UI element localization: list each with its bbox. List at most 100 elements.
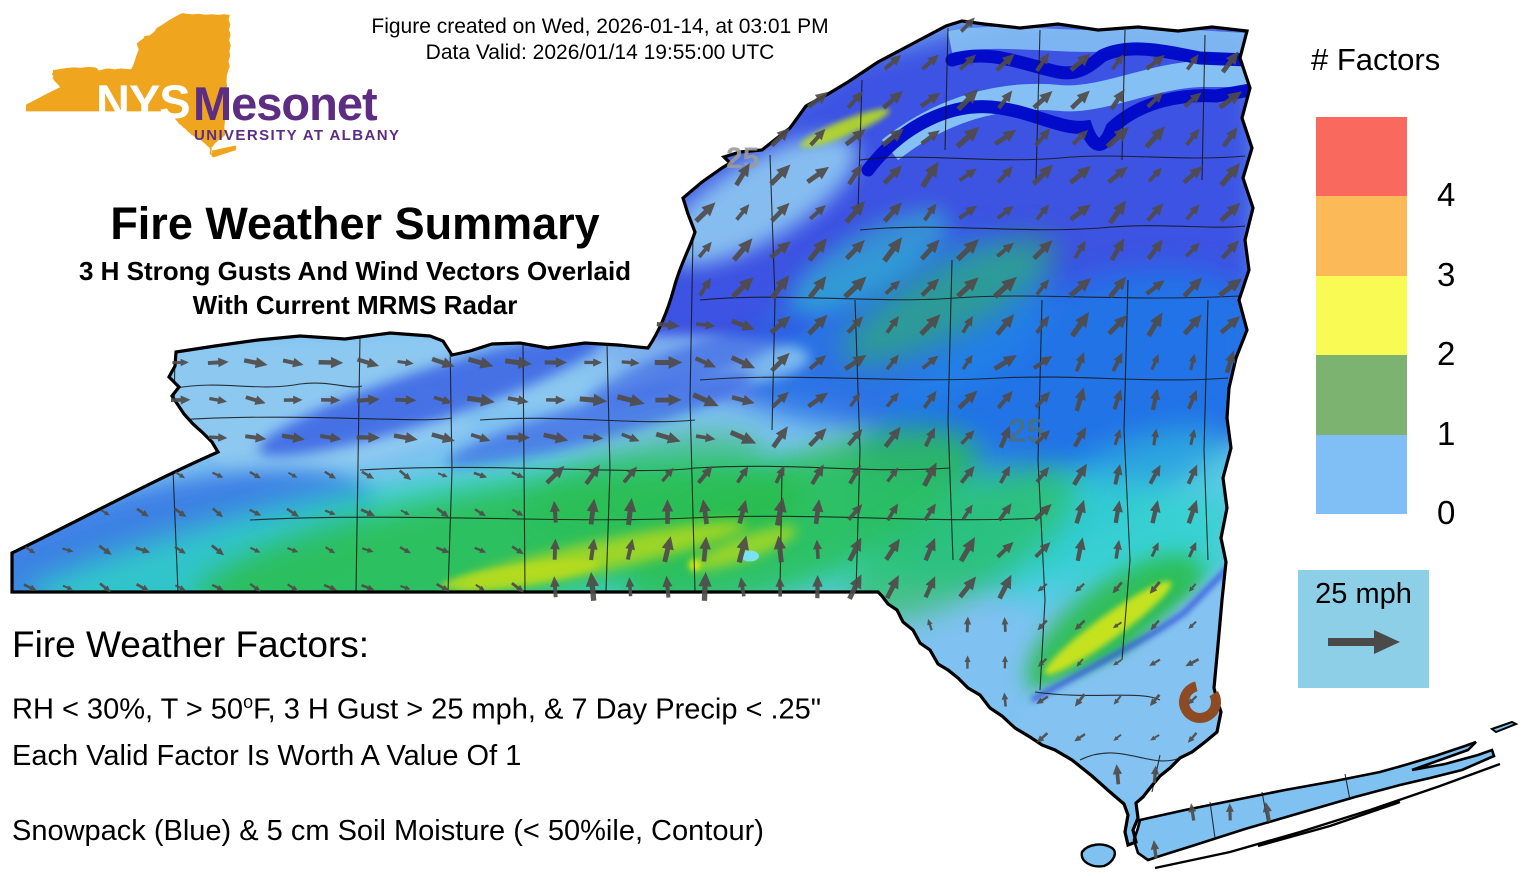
- wind-arrow: [1074, 693, 1086, 707]
- wind-arrow: [955, 126, 980, 149]
- wind-arrow: [1185, 54, 1199, 71]
- wind-arrow: [583, 432, 604, 443]
- wind-arrow: [504, 356, 532, 369]
- wind-arrow: [694, 356, 716, 368]
- wind-arrow: [550, 576, 560, 598]
- wind-arrow: [1182, 166, 1203, 185]
- wind-arrow: [882, 237, 903, 263]
- wind-arrow: [1109, 89, 1125, 111]
- wind-arrow: [244, 432, 267, 443]
- wind-arrow: [1112, 764, 1123, 785]
- overlay-note: Snowpack (Blue) & 5 cm Soil Moisture (< …: [12, 815, 764, 847]
- wind-arrow: [1182, 314, 1202, 336]
- wind-arrow: [885, 354, 899, 371]
- wind-arrow: [1113, 428, 1122, 446]
- factor-value-note: Each Valid Factor Is Worth A Value Of 1: [12, 740, 522, 772]
- soil-moisture-contour-ring: [1179, 681, 1221, 723]
- wind-arrow: [773, 497, 787, 526]
- wind-arrow: [283, 395, 303, 405]
- wind-arrow: [958, 576, 977, 599]
- wind-arrow: [886, 503, 899, 522]
- wind-arrow: [884, 538, 900, 561]
- wind-arrow: [847, 428, 863, 447]
- wind-arrow: [883, 54, 902, 71]
- wind-arrow: [1219, 316, 1241, 335]
- wind-arrow: [1226, 803, 1234, 821]
- wind-arrow: [1035, 52, 1050, 72]
- wind-arrow: [809, 128, 826, 147]
- wind-arrow: [586, 498, 599, 525]
- wind-arrow: [243, 357, 268, 369]
- legend-swatch-2: [1316, 275, 1407, 356]
- wind-arrow: [211, 583, 224, 591]
- wind-arrow: [287, 471, 298, 478]
- wind-arrow: [1188, 353, 1197, 371]
- wind-arrow: [584, 358, 603, 367]
- wind-arrow: [998, 465, 1011, 484]
- wind-arrow: [1113, 733, 1122, 741]
- wind-arrow: [1218, 91, 1242, 110]
- wind-arrow: [1069, 53, 1091, 72]
- wind-arrow: [579, 393, 608, 407]
- wind-arrow: [731, 318, 755, 331]
- wind-arrow: [1187, 389, 1198, 410]
- wind-arrow: [735, 204, 750, 221]
- wind-arrow: [1151, 428, 1159, 446]
- wind-arrow: [1105, 126, 1130, 149]
- hudson-valley-factor0-area: [995, 560, 1240, 803]
- wind-arrow: [957, 390, 978, 410]
- wind-arrow: [846, 316, 864, 334]
- wind-arrow: [1034, 128, 1051, 147]
- wind-arrow: [1109, 238, 1125, 262]
- wind-arrow: [282, 357, 304, 368]
- legend-title: # Factors: [1311, 42, 1441, 77]
- wind-arrow: [1072, 463, 1087, 486]
- wind-arrow: [543, 432, 569, 444]
- wind-arrow: [475, 583, 485, 591]
- wind-arrow: [731, 238, 753, 262]
- wind-arrow: [699, 499, 711, 525]
- wind-arrow: [807, 392, 829, 409]
- wind-arrow: [545, 465, 565, 485]
- wind-arrow: [1113, 695, 1122, 705]
- wind-arrow: [695, 433, 716, 443]
- criteria-suffix: F, 3 H Gust > 25 mph, & 7 Day Precip < .…: [253, 693, 822, 726]
- wind-arrow: [775, 576, 785, 597]
- wind-arrow: [1036, 732, 1049, 743]
- wind-arrow: [1219, 202, 1241, 223]
- wind-arrow: [435, 546, 450, 554]
- wind-arrow: [661, 499, 674, 524]
- wind-arrow: [467, 356, 494, 369]
- wind-arrow: [1185, 204, 1200, 221]
- wind-arrow: [729, 429, 757, 444]
- wind-arrow: [318, 356, 344, 369]
- wind-arrow: [511, 582, 525, 593]
- wind-arrow: [249, 471, 261, 479]
- wind-arrow: [136, 507, 149, 517]
- wind-arrow: [616, 393, 645, 407]
- wind-arrow: [249, 582, 261, 592]
- wind-arrow: [174, 584, 186, 591]
- wind-arrow: [1074, 352, 1085, 373]
- wind-arrow: [1220, 51, 1239, 74]
- wind-arrow: [356, 432, 381, 443]
- wind-arrow: [956, 277, 979, 299]
- wind-arrow: [62, 547, 74, 553]
- wind-arrow: [1076, 658, 1084, 667]
- wind-arrow: [584, 464, 600, 486]
- wind-arrow: [1074, 537, 1086, 562]
- wind-arrow: [1068, 278, 1092, 298]
- wind-arrow: [1183, 92, 1202, 109]
- wind-arrow: [1145, 280, 1165, 296]
- wind-arrow: [921, 54, 939, 71]
- wind-arrow: [549, 500, 560, 523]
- wind-arrow: [621, 432, 640, 442]
- wind-arrow: [770, 202, 790, 223]
- wind-arrow: [550, 538, 560, 560]
- wind-arrow: [1150, 840, 1160, 859]
- wind-arrow: [843, 276, 867, 299]
- wind-arrow: [1184, 242, 1200, 258]
- wind-arrow: [173, 507, 187, 518]
- wind-arrow: [400, 509, 410, 515]
